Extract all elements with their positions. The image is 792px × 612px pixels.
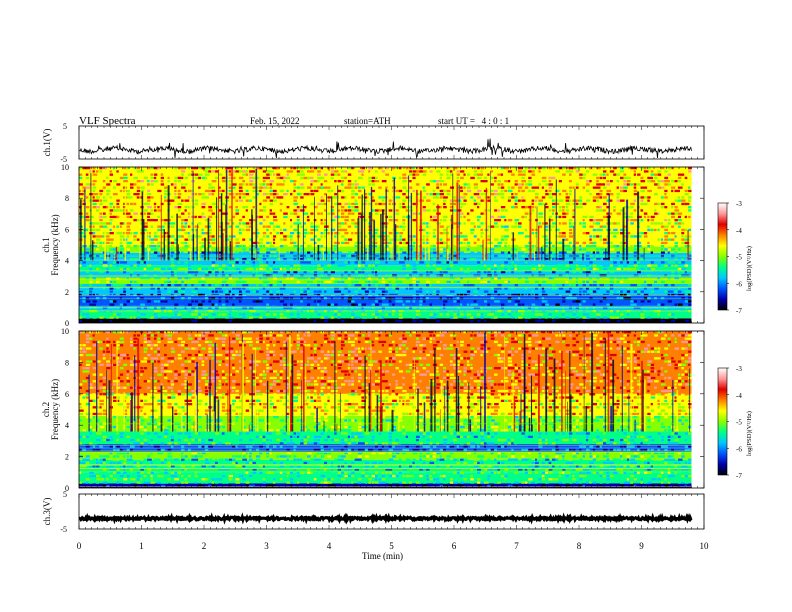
start-time-label: start UT = 4 : 0 : 1 <box>438 116 509 126</box>
time-tick-7: 7 <box>514 541 519 551</box>
ch2-spectrogram-colorbar-tick-3: -6 <box>736 445 742 453</box>
ch1-waveform-ylabel: ch.1(V) <box>42 129 52 157</box>
ch2-spectrogram-panel: 0 2 4 6 8 10 ch.2 Frequency (kHz) <box>41 327 705 493</box>
ch2-spectrogram-ytick-4: 8 <box>65 358 69 367</box>
ch1-spectrogram-band-6 <box>79 271 692 278</box>
ch1-waveform-trace <box>78 138 692 159</box>
ch1-waveform-ytick-1: -5 <box>60 155 67 164</box>
ch1-spectrogram-ytick-2: 4 <box>65 257 69 266</box>
ch3-waveform-ylabel: ch.3(V) <box>42 498 52 526</box>
time-tick-0: 0 <box>77 541 82 551</box>
time-axis-label: Time (min) <box>362 551 403 561</box>
ch1-spectrogram-channel-label: ch.1 <box>41 237 51 252</box>
ch2-spectrogram-ytick-1: 2 <box>65 453 69 462</box>
ch1-spectrogram-colorbar-tick-3: -6 <box>736 280 742 288</box>
ch2-spectrogram-band-1 <box>79 472 692 484</box>
ch1-colorbar: -3 -4 -5 -6 -7 log(PSD)(V²/Hz) <box>717 200 753 315</box>
ch1-waveform-panel: 5 -5 ch.1(V) <box>42 122 705 164</box>
ch1-spectrogram-band-9 <box>79 246 692 253</box>
ch2-spectrogram-band-0 <box>79 483 692 488</box>
ch1-spectrogram-colorbar-tick-2: -5 <box>736 254 742 262</box>
ch1-spectrogram-band-7 <box>79 265 692 272</box>
ch2-spectrogram-image <box>79 331 692 488</box>
ch1-spectrogram-ytick-4: 8 <box>65 194 69 203</box>
time-axis: 0 1 2 3 4 5 6 7 8 9 10 Time (min) <box>77 541 709 561</box>
ch1-waveform-frame <box>78 125 705 160</box>
ch1-spectrogram-panel: 0 2 4 6 8 10 ch.1 Frequency (kHz) <box>41 163 705 328</box>
ch1-spectrogram-ylabel: Frequency (kHz) <box>50 214 60 275</box>
time-tick-1: 1 <box>139 541 144 551</box>
ch2-spectrogram-colorbar-tick-2: -5 <box>736 419 742 427</box>
ch1-spectrogram-colorbar-scale <box>717 202 728 311</box>
ch1-spectrogram-colorbar-label: log(PSD)(V²/Hz) <box>746 246 753 291</box>
ch3-waveform-frame <box>78 493 705 530</box>
ch2-spectrogram-ylabel: Frequency (kHz) <box>50 379 60 440</box>
ch2-spectrogram-colorbar-tick-4: -7 <box>736 472 742 480</box>
ch2-spectrogram-colorbar-tick-0: -3 <box>736 365 742 373</box>
date-label: Feb. 15, 2022 <box>250 116 300 126</box>
time-tick-10: 10 <box>700 541 710 551</box>
ch1-spectrogram-ytick-0: 0 <box>65 319 69 328</box>
ch1-spectrogram-image <box>79 167 692 323</box>
ch1-spectrogram-band-1 <box>79 310 692 319</box>
ch2-spectrogram-channel-label: ch.2 <box>41 402 51 417</box>
ch1-spectrogram-ytick-5: 10 <box>61 163 69 172</box>
ch1-waveform-ytick-0: 5 <box>63 122 67 131</box>
time-tick-3: 3 <box>264 541 269 551</box>
time-tick-4: 4 <box>327 541 332 551</box>
ch3-waveform-ytick-1: -5 <box>60 525 67 534</box>
ch1-spectrogram-colorbar-tick-4: -7 <box>736 307 742 315</box>
ch1-spectrogram-colorbar-tick-0: -3 <box>736 200 742 208</box>
ch1-spectrogram-band-3 <box>79 294 692 306</box>
ch3-waveform-panel: 5 -5 ch.3(V) <box>42 490 705 534</box>
ch2-spectrogram-colorbar-tick-1: -4 <box>736 392 742 400</box>
station-label: station=ATH <box>344 116 391 126</box>
ch1-spectrogram-ytick-3: 6 <box>65 225 69 234</box>
time-tick-8: 8 <box>577 541 582 551</box>
ch1-spectrogram-ytick-1: 2 <box>65 288 69 297</box>
time-tick-2: 2 <box>202 541 207 551</box>
ch2-spectrogram-ytick-5: 10 <box>61 327 69 336</box>
chart-title: VLF Spectra <box>79 115 136 127</box>
ch2-spectrogram-colorbar-label: log(PSD)(V²/Hz) <box>746 411 753 456</box>
ch2-spectrogram-ytick-3: 6 <box>65 390 69 399</box>
ch2-spectrogram-ytick-2: 4 <box>65 421 69 430</box>
ch2-spectrogram-colorbar-scale <box>717 367 728 476</box>
time-tick-6: 6 <box>452 541 457 551</box>
ch2-spectrogram-band-3 <box>79 451 692 460</box>
ch3-waveform-trace <box>78 512 693 525</box>
ch2-spectrogram-ytick-0: 0 <box>65 484 69 493</box>
ch2-colorbar: -3 -4 -5 -6 -7 log(PSD)(V²/Hz) <box>717 365 753 480</box>
time-tick-9: 9 <box>639 541 644 551</box>
ch3-waveform-ytick-0: 5 <box>63 490 67 499</box>
time-tick-5: 5 <box>389 541 394 551</box>
ch1-spectrogram-colorbar-tick-1: -4 <box>736 227 742 235</box>
